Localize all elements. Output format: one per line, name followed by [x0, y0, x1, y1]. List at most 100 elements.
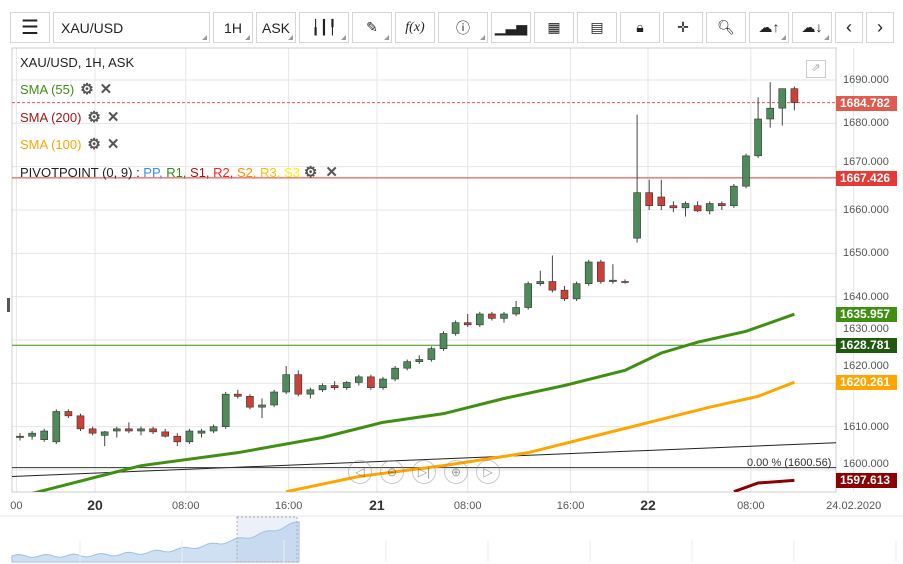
- candle-body: [645, 192, 654, 206]
- candle-body: [28, 432, 36, 437]
- menu-icon[interactable]: ☰: [10, 12, 50, 43]
- pivot-item: S3: [283, 164, 300, 180]
- candle-body: [391, 367, 399, 380]
- gear-icon[interactable]: ⚙: [80, 81, 94, 98]
- candles-icon[interactable]: ╽┃╿: [299, 12, 349, 43]
- close-icon[interactable]: ✕: [106, 136, 120, 153]
- candle-body: [16, 435, 24, 438]
- price-tag: 1667.426: [836, 170, 897, 186]
- price-type-select[interactable]: ASK: [256, 12, 296, 43]
- pivot-item: S2,: [237, 164, 261, 180]
- fx-label: f(x): [405, 19, 425, 35]
- upload-cloud-icon[interactable]: ☁↑: [749, 12, 789, 43]
- time-tick: 21: [369, 497, 385, 513]
- pivot-item: R2,: [213, 164, 237, 180]
- candle-body: [258, 404, 266, 408]
- candle-body: [100, 431, 109, 436]
- candle-body: [742, 155, 750, 187]
- volume-icon[interactable]: ▁▃▅: [491, 12, 531, 43]
- candle-body: [596, 261, 605, 282]
- close-icon[interactable]: ✕: [99, 81, 113, 98]
- chart-nav-controls: ◁ ⊖ ▷| ⊕ ▷: [348, 460, 500, 484]
- candle-body: [64, 411, 73, 417]
- candle-body: [173, 435, 182, 443]
- candle-body: [778, 88, 787, 109]
- function-icon[interactable]: f(x): [395, 12, 435, 43]
- scroll-left-icon[interactable]: ◁: [348, 460, 372, 484]
- sma55-line: [31, 312, 795, 492]
- time-tick: 08:00: [453, 500, 482, 512]
- navigator-area: [11, 521, 300, 563]
- sma100-label: SMA (100): [20, 136, 82, 152]
- price-type-value: ASK: [261, 19, 290, 36]
- timeframe-select[interactable]: 1H: [213, 12, 253, 43]
- price-tick: 1660.000: [843, 204, 889, 216]
- candle-body: [125, 428, 133, 432]
- legend-title: XAU/USD, 1H, ASK: [20, 55, 134, 70]
- download-cloud-icon[interactable]: ☁↓: [792, 12, 832, 43]
- price-tick: 1680.000: [843, 117, 889, 130]
- candle-body: [149, 428, 157, 433]
- calendar-icon[interactable]: ▦: [534, 12, 574, 43]
- report-icon[interactable]: ▤: [577, 12, 617, 43]
- candle-body: [766, 107, 775, 120]
- time-tick: 08:00: [737, 500, 765, 512]
- scroll-right-icon[interactable]: ▷: [476, 460, 500, 484]
- crosshair-icon[interactable]: ✛: [663, 12, 703, 43]
- candle-body: [536, 281, 545, 284]
- pivot-sep: :: [132, 164, 144, 180]
- lock-icon[interactable]: 🔒︎: [620, 12, 660, 43]
- price-tick: 1630.000: [843, 323, 889, 336]
- candle-body: [427, 348, 436, 360]
- zoom-out-icon[interactable]: ⊖: [380, 460, 404, 484]
- candle-body: [88, 428, 97, 434]
- info-icon[interactable]: ⓘ: [438, 12, 488, 43]
- chevron-left-icon[interactable]: ‹: [835, 12, 863, 43]
- chart-title: XAU/USD, 1H, ASK: [20, 55, 135, 70]
- candle-body: [234, 393, 242, 397]
- candle-body: [270, 391, 278, 406]
- price-tick: 1620.000: [843, 360, 889, 373]
- candle-body: [161, 431, 169, 437]
- zoom-chart-icon[interactable]: 🔍︎: [706, 12, 746, 43]
- zoom-in-icon[interactable]: ⊕: [444, 460, 468, 484]
- price-tick: 1670.000: [843, 155, 889, 168]
- plot-frame: [11, 47, 837, 493]
- candle-body: [76, 415, 85, 430]
- gear-icon[interactable]: ⚙: [897, 12, 903, 43]
- popout-icon[interactable]: ⇗: [806, 60, 826, 78]
- candle-body: [681, 203, 690, 209]
- candle-body: [730, 185, 738, 206]
- close-icon[interactable]: ✕: [325, 164, 338, 181]
- pivot-label: PIVOTPOINT (0, 9): [20, 164, 133, 180]
- candle-body: [318, 385, 327, 391]
- symbol-value: XAU/USD: [61, 19, 124, 36]
- candle-body: [693, 205, 702, 212]
- pencil-icon[interactable]: ✎: [352, 12, 392, 43]
- candle-body: [669, 205, 678, 209]
- candle-body: [221, 393, 230, 427]
- candle-body: [512, 307, 520, 315]
- close-icon[interactable]: ✕: [106, 109, 120, 126]
- symbol-select[interactable]: XAU/USD: [53, 12, 210, 43]
- candle-body: [621, 281, 629, 283]
- candle-body: [475, 313, 484, 326]
- chevron-right-icon[interactable]: ›: [866, 12, 894, 43]
- time-tick: 24.02.2020: [826, 500, 882, 512]
- gear-icon[interactable]: ⚙: [87, 136, 101, 153]
- candle-body: [451, 322, 460, 334]
- price-tick: 1610.000: [843, 420, 889, 433]
- price-tag: 1635.957: [836, 307, 897, 323]
- legend-sma100: SMA (100) ⚙ ✕: [20, 135, 119, 153]
- candle-body: [113, 428, 121, 432]
- gear-icon[interactable]: ⚙: [87, 109, 101, 126]
- candle-body: [657, 196, 666, 206]
- price-tick: 1690.000: [843, 74, 889, 86]
- time-tick: 08:00: [172, 500, 200, 512]
- candle-body: [463, 322, 472, 326]
- reset-icon[interactable]: ▷|: [412, 460, 436, 484]
- gear-icon[interactable]: ⚙: [303, 164, 318, 181]
- candle-body: [609, 279, 617, 282]
- candle-body: [488, 313, 496, 319]
